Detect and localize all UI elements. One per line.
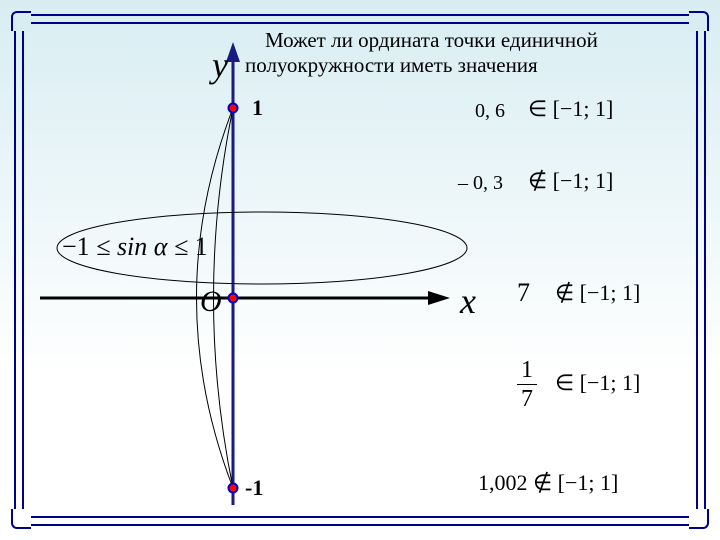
- tick-neg1: -1: [245, 475, 263, 501]
- slide: Может ли ордината точки единичной полуок…: [0, 0, 720, 540]
- ans5: 1,002 ∉ [−1; 1]: [478, 470, 618, 496]
- y-label: y: [212, 44, 228, 86]
- ans2-int: ∉ [−1; 1]: [528, 168, 613, 194]
- dot-top: [229, 104, 238, 113]
- tick-1: 1: [252, 95, 263, 121]
- ans1-val: 0, 6: [475, 100, 505, 123]
- ans4-int: ∈ [−1; 1]: [555, 370, 640, 396]
- ans1-int: ∈ [−1; 1]: [528, 96, 613, 122]
- ans4-frac: 17: [517, 358, 537, 411]
- graph-svg: [0, 0, 720, 540]
- ans3-int: ∉ [−1; 1]: [555, 280, 640, 306]
- x-label: x: [460, 280, 476, 322]
- sine-inequality: −1 ≤ sin α ≤ 1: [62, 232, 208, 262]
- x-arrow: [428, 291, 450, 305]
- ans2-val: – 0, 3: [458, 172, 503, 195]
- origin-label: O: [200, 285, 222, 319]
- dot-origin: [229, 294, 238, 303]
- dot-bottom: [229, 484, 238, 493]
- ans3-val: 7: [517, 278, 530, 308]
- y-arrow: [226, 42, 240, 62]
